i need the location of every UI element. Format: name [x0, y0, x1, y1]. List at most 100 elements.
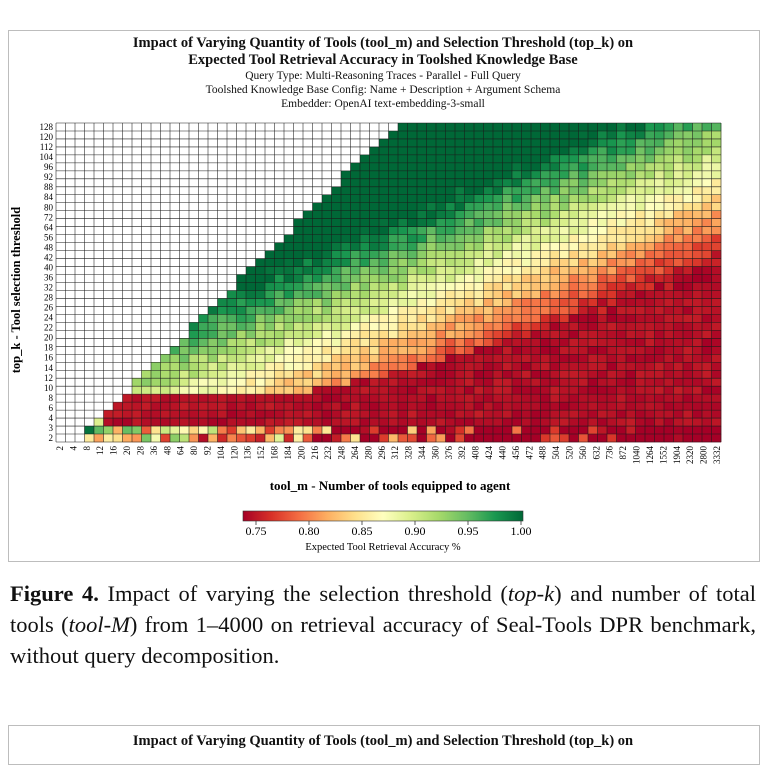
heatmap-cell [388, 322, 399, 331]
heatmap-cell [331, 226, 342, 235]
heatmap-cell [417, 410, 427, 419]
heatmap-cell [360, 178, 370, 188]
heatmap-cell [417, 234, 427, 243]
heatmap-cell [683, 250, 693, 259]
heatmap-cell [673, 426, 684, 435]
heatmap-cell [407, 250, 418, 259]
heatmap-cell [711, 274, 722, 283]
heatmap-cell [407, 202, 418, 212]
heatmap-cell [464, 394, 475, 403]
heatmap-cell [588, 266, 598, 275]
heatmap-cell [521, 298, 532, 307]
heatmap-cell [483, 194, 494, 204]
heatmap-cell [502, 250, 513, 259]
heatmap-cell [208, 306, 218, 315]
heatmap-cell [426, 210, 437, 219]
heatmap-cell [436, 314, 446, 323]
heatmap-cell [607, 242, 617, 251]
heatmap-cell [588, 226, 598, 235]
heatmap-cell [388, 410, 399, 419]
heatmap-cell [483, 202, 494, 212]
heatmap-cell [198, 434, 209, 443]
heatmap-cell [692, 186, 703, 196]
y-tick-label: 12 [44, 373, 53, 383]
heatmap-cell [398, 162, 408, 172]
heatmap-cell [550, 290, 560, 299]
heatmap-cell [407, 146, 418, 156]
heatmap-cell [635, 162, 646, 172]
heatmap-cell [464, 210, 475, 219]
heatmap-cell [521, 394, 532, 403]
heatmap-cell [607, 202, 617, 212]
heatmap-cell [588, 202, 598, 212]
heatmap-cell [550, 418, 560, 427]
heatmap-cell [711, 123, 722, 132]
heatmap-cell [274, 282, 285, 291]
heatmap-cell [407, 298, 418, 307]
heatmap-cell [132, 426, 142, 435]
heatmap-cell [417, 258, 427, 267]
heatmap-cell [341, 402, 351, 411]
heatmap-cell [331, 250, 342, 259]
heatmap-cell [407, 378, 418, 387]
y-tick-label: 56 [44, 232, 54, 242]
heatmap-cell [683, 362, 693, 371]
heatmap-cell [417, 123, 427, 132]
heatmap-cell [607, 330, 617, 339]
heatmap-cell [521, 434, 532, 443]
heatmap-cell [664, 234, 674, 243]
heatmap-cell [664, 202, 674, 212]
heatmap-cell [407, 338, 418, 347]
heatmap-cell [464, 370, 475, 379]
heatmap-cell [84, 434, 95, 443]
heatmap-cell [559, 250, 570, 259]
heatmap-cell [341, 378, 351, 387]
heatmap-cell [274, 338, 285, 347]
heatmap-cell [436, 394, 446, 403]
heatmap-cell [379, 402, 389, 411]
heatmap-cell [417, 202, 427, 212]
heatmap-cell [445, 282, 456, 291]
heatmap-cell [654, 266, 665, 275]
heatmap-cell [702, 290, 712, 299]
heatmap-cell [379, 346, 389, 355]
heatmap-cell [521, 418, 532, 427]
heatmap-cell [122, 394, 133, 403]
heatmap-cell [208, 362, 218, 371]
heatmap-cell [274, 258, 285, 267]
heatmap-cell [103, 410, 114, 419]
heatmap-cell [654, 274, 665, 283]
heatmap-cell [626, 154, 636, 164]
heatmap-cell [208, 386, 218, 395]
heatmap-cell [369, 186, 380, 196]
heatmap-cell [635, 354, 646, 363]
heatmap-cell [673, 290, 684, 299]
heatmap-cell [512, 266, 522, 275]
heatmap-cell [227, 298, 237, 307]
heatmap-cell [645, 298, 655, 307]
heatmap-cell [350, 346, 361, 355]
heatmap-cell [683, 410, 693, 419]
heatmap-cell [398, 346, 408, 355]
heatmap-cell [303, 282, 313, 291]
y-tick-label: 18 [44, 343, 54, 353]
colorbar-tick-label: 0.95 [458, 524, 479, 538]
heatmap-cell [331, 306, 342, 315]
heatmap-cell [531, 402, 541, 411]
heatmap-cell [559, 123, 570, 132]
heatmap-cell [502, 218, 513, 227]
heatmap-cell [322, 250, 332, 259]
x-tick-label: 64 [176, 446, 186, 456]
heatmap-cell [341, 178, 351, 188]
heatmap-cell [673, 402, 684, 411]
heatmap-cell [284, 418, 294, 427]
heatmap-cell [711, 394, 722, 403]
heatmap-cell [692, 386, 703, 395]
heatmap-cell [246, 322, 256, 331]
heatmap-cell [417, 146, 427, 156]
heatmap-cell [512, 346, 522, 355]
heatmap-cell [255, 330, 266, 339]
heatmap-cell [246, 346, 256, 355]
heatmap-cell [654, 154, 665, 164]
heatmap-cell [350, 210, 361, 219]
